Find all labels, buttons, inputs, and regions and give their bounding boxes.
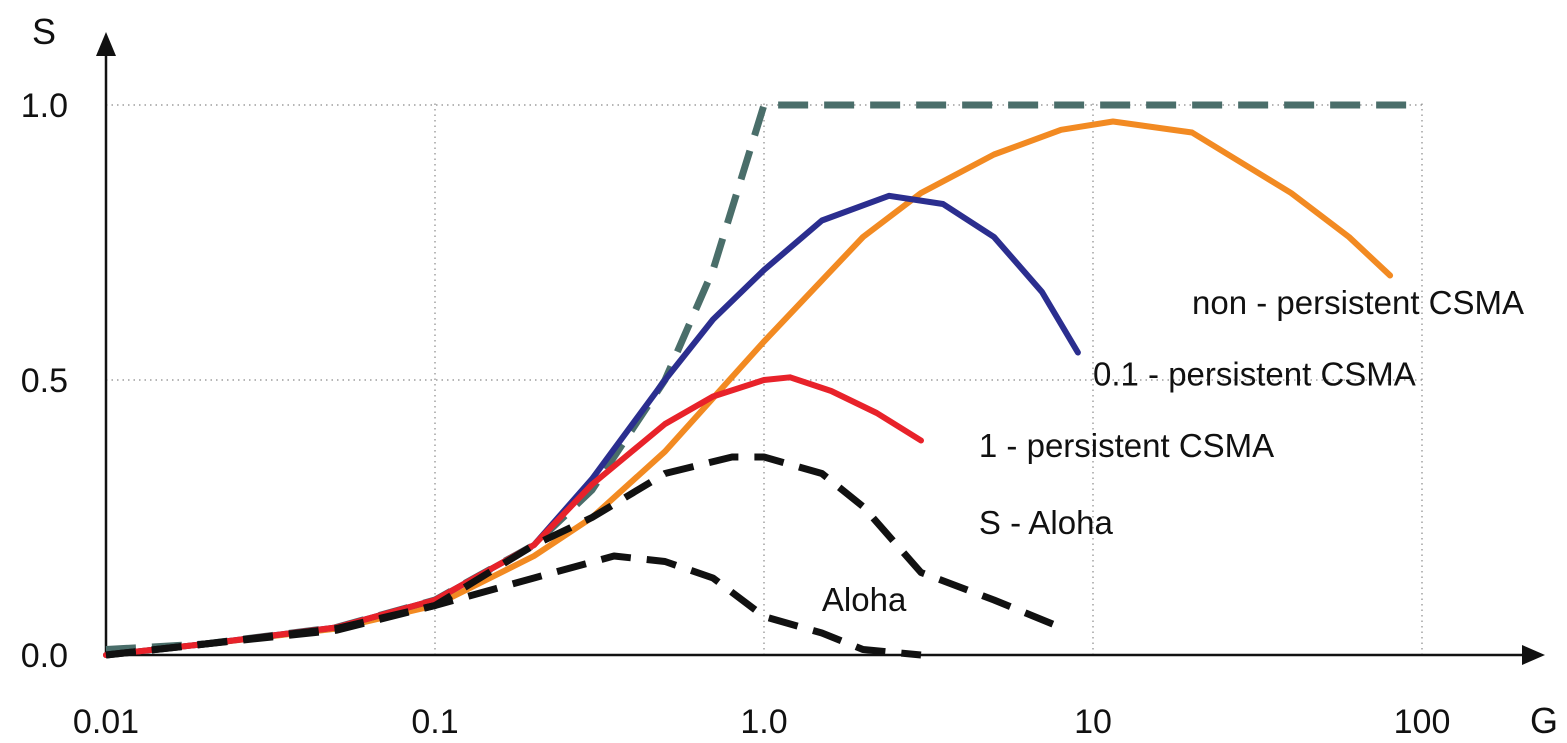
x-tick-label: 1.0 [740,703,787,741]
series-line-0-1-persistent-csma [103,192,1081,658]
series-label-0-1-persistent-csma: 0.1 - persistent CSMA [1093,356,1416,393]
x-tick-label: 100 [1394,703,1451,741]
axes [96,32,1545,665]
x-axis-arrow-icon [1522,645,1545,665]
series-line-ideal [105,101,1422,653]
x-tick-label: 0.01 [73,703,139,741]
x-tick-label: 10 [1074,703,1112,741]
y-tick-label: 0.0 [21,637,68,675]
series-line-aloha [105,552,922,659]
tick-labels: 0.01 0.1 1.0 10 100 0.0 0.5 1.0 [21,87,1451,741]
series-labels: non - persistent CSMA 0.1 - persistent CS… [822,284,1524,618]
y-tick-label: 1.0 [21,87,68,125]
series-label-1-persistent-csma: 1 - persistent CSMA [979,427,1274,464]
y-axis-label: S [32,11,56,52]
series-line-1-persistent-csma [103,374,924,658]
y-axis-arrow-icon [96,32,116,56]
series-label-s-aloha: S - Aloha [979,504,1114,541]
series-lines [103,101,1422,659]
series-label-aloha: Aloha [822,581,907,618]
y-tick-label: 0.5 [21,362,68,400]
series-label-non-persistent-csma: non - persistent CSMA [1192,284,1524,321]
x-axis-label: G [1530,700,1558,741]
x-tick-label: 0.1 [411,703,458,741]
